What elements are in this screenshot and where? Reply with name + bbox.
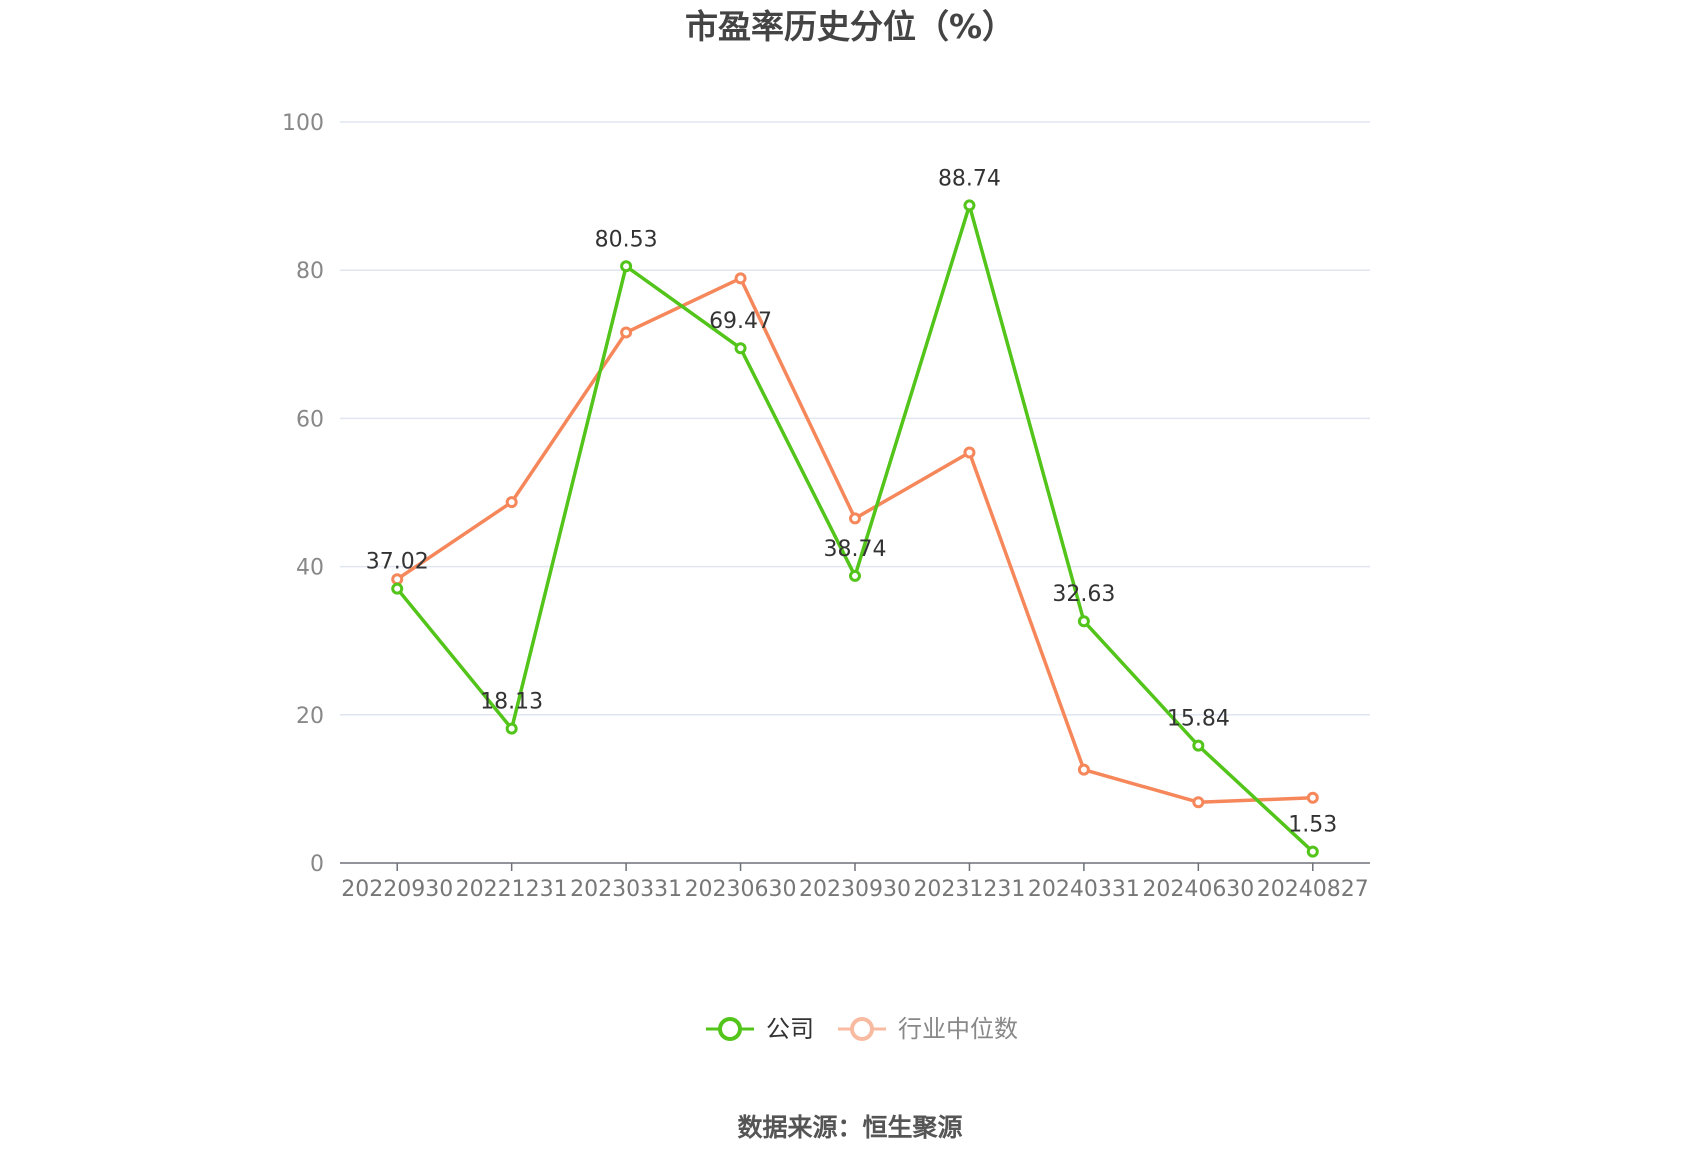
y-axis: 0 20 40 60 80 100 [282, 111, 324, 877]
x-tick-label: 20240630 [1142, 877, 1254, 902]
y-tick-label: 20 [296, 704, 324, 729]
y-tick-label: 40 [296, 556, 324, 581]
data-point-0[interactable] [963, 199, 976, 212]
data-point-0[interactable] [391, 582, 404, 595]
data-label: 18.13 [480, 690, 543, 715]
x-tick-label: 20220930 [341, 877, 453, 902]
data-label: 15.84 [1167, 707, 1230, 732]
data-label: 1.53 [1288, 813, 1337, 838]
data-label: 80.53 [595, 227, 658, 252]
legend-label-company: 公司 [766, 1015, 814, 1043]
series-layer [391, 199, 1319, 858]
data-label: 38.74 [824, 537, 887, 562]
chart-title: 市盈率历史分位（%） [685, 7, 1015, 46]
y-tick-label: 60 [296, 407, 324, 432]
x-tick-label: 20240827 [1257, 877, 1369, 902]
data-label: 32.63 [1052, 582, 1115, 607]
x-tick-label: 20230331 [570, 877, 682, 902]
y-tick-label: 0 [310, 852, 324, 877]
y-tick-label: 80 [296, 259, 324, 284]
data-point-0[interactable] [505, 722, 518, 735]
data-point-0[interactable] [1077, 615, 1090, 628]
x-tick-label: 20231231 [913, 877, 1025, 902]
legend[interactable]: 公司 行业中位数 [706, 1015, 1018, 1043]
data-point-1[interactable] [963, 446, 976, 459]
data-point-0[interactable] [734, 342, 747, 355]
legend-item-industry-median[interactable]: 行业中位数 [838, 1015, 1018, 1043]
series-line-0 [395, 203, 1314, 853]
data-point-1[interactable] [1077, 763, 1090, 776]
data-point-0[interactable] [620, 260, 633, 273]
data-point-0[interactable] [1306, 845, 1319, 858]
x-axis: 20220930 20221231 20230331 20230630 20230930… [340, 862, 1370, 902]
x-tick-label: 20230630 [685, 877, 797, 902]
data-source: 数据来源：恒生聚源 [737, 1113, 962, 1142]
legend-item-company[interactable]: 公司 [706, 1015, 814, 1043]
data-point-1[interactable] [391, 573, 404, 586]
x-tick-label: 20240331 [1028, 877, 1140, 902]
data-point-1[interactable] [734, 272, 747, 285]
y-tick-label: 100 [282, 111, 324, 136]
data-labels: 37.02 18.13 80.53 69.47 38.74 88.74 32.63 15.84… [366, 166, 1338, 837]
data-label: 88.74 [938, 166, 1001, 191]
data-label: 69.47 [709, 309, 772, 334]
data-point-0[interactable] [1192, 739, 1205, 752]
data-point-1[interactable] [1192, 796, 1205, 809]
x-tick-label: 20221231 [456, 877, 568, 902]
grid [340, 121, 1370, 716]
legend-label-industry-median: 行业中位数 [898, 1015, 1018, 1043]
data-label: 37.02 [366, 550, 429, 575]
data-point-1[interactable] [505, 496, 518, 509]
data-point-1[interactable] [849, 512, 861, 525]
data-point-0[interactable] [849, 569, 861, 582]
x-tick-label: 20230930 [799, 877, 911, 902]
data-point-1[interactable] [1306, 791, 1319, 804]
data-point-1[interactable] [620, 326, 633, 339]
